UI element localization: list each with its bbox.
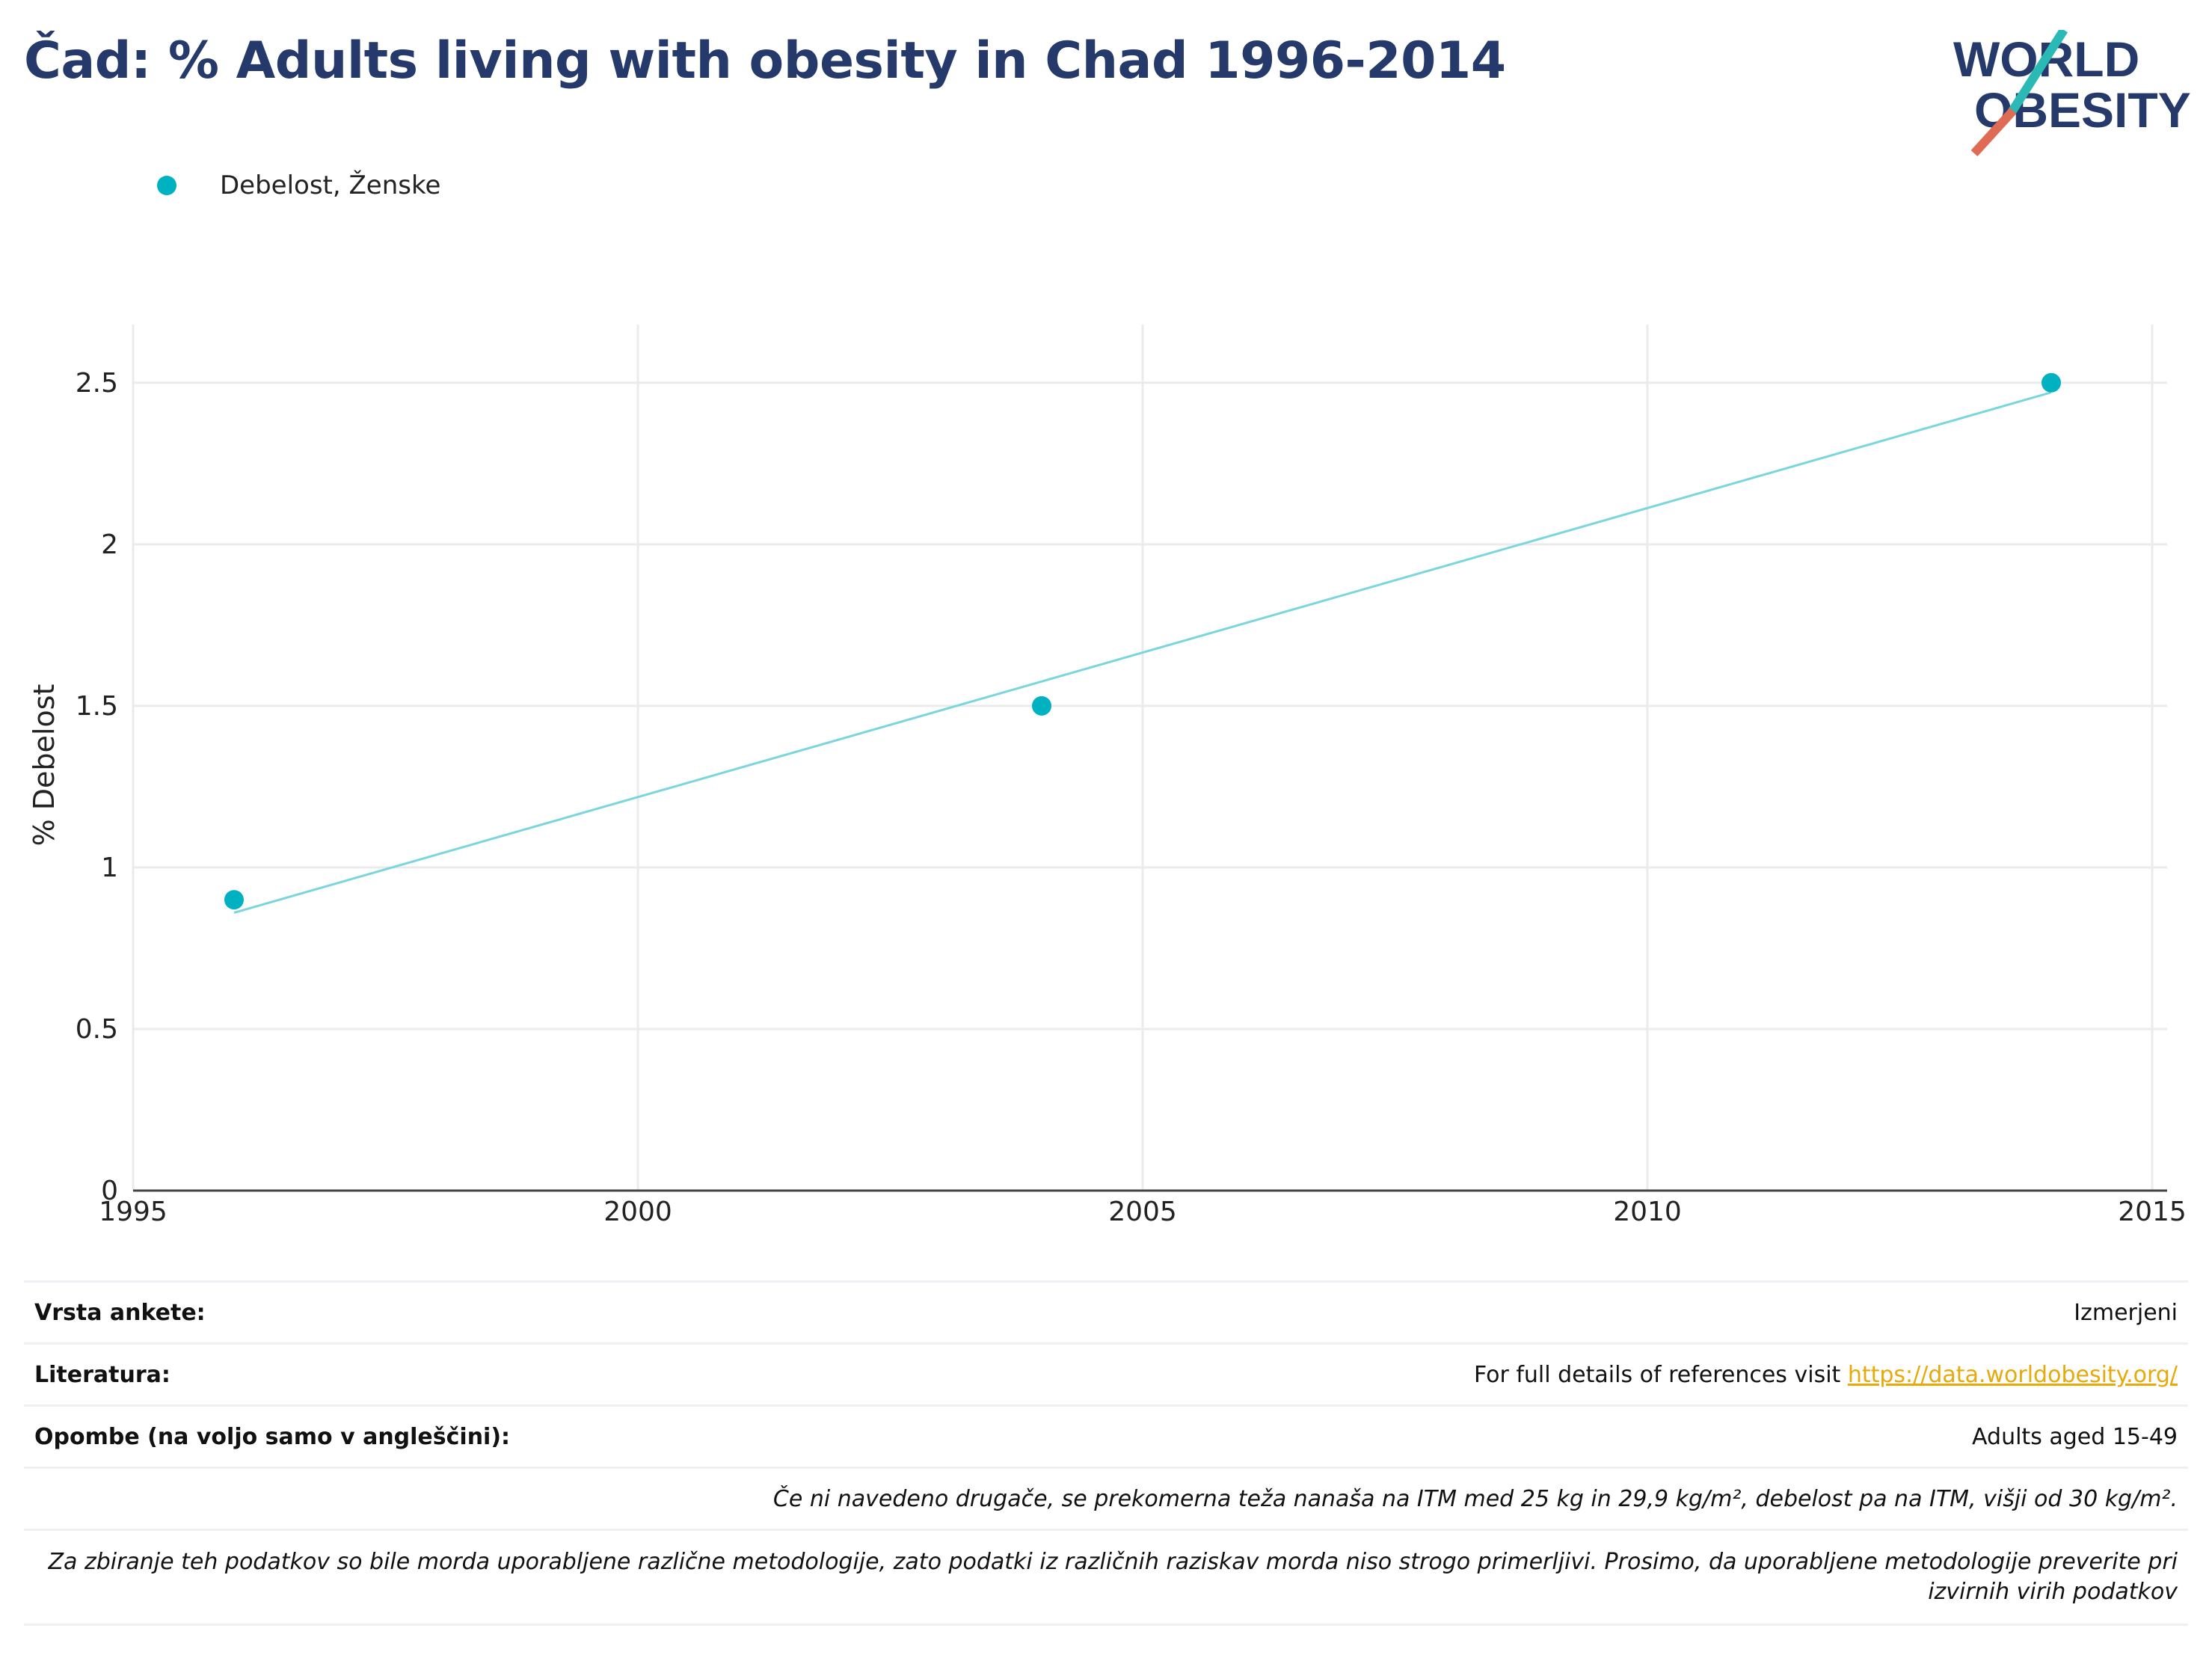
- survey-type-value: Izmerjeni: [2074, 1299, 2178, 1326]
- data-point[interactable]: [224, 890, 244, 910]
- world-obesity-logo: WORLD OBESITY: [1953, 30, 2191, 157]
- references-value: For full details of references visit htt…: [1474, 1362, 2178, 1388]
- notes-label: Opombe (na voljo samo v angleščini):: [34, 1423, 511, 1450]
- chart: 0 0.5 1 1.5 2 2.5 1995 2000 2005 2010 2015 % Debel…: [28, 325, 2187, 1227]
- bmi-note-row: Če ni navedeno drugače, se prekomerna te…: [24, 1467, 2188, 1529]
- y-tick-label: 2: [101, 529, 118, 560]
- references-link[interactable]: https://data.worldobesity.org/: [1847, 1361, 2178, 1388]
- y-axis-label: % Debelost: [28, 684, 61, 847]
- trendline-group: [233, 391, 2052, 914]
- y-tick-label: 0: [101, 1176, 118, 1206]
- notes-row: Opombe (na voljo samo v angleščini): Adu…: [24, 1404, 2188, 1467]
- x-tick-label: 2000: [603, 1197, 672, 1227]
- x-tick-label: 2005: [1108, 1197, 1177, 1227]
- y-tick-label: 1: [101, 853, 118, 883]
- survey-type-label: Vrsta ankete:: [34, 1299, 206, 1326]
- x-tick-label: 1995: [99, 1197, 168, 1227]
- y-tick-label: 2.5: [76, 368, 118, 399]
- logo-slash-top: [2007, 30, 2068, 115]
- data-points: [224, 372, 2061, 910]
- grid: [132, 325, 2167, 1191]
- legend-marker: [157, 176, 176, 195]
- data-point[interactable]: [1032, 696, 1051, 716]
- data-point[interactable]: [2042, 372, 2061, 393]
- x-tick-label: 2015: [2118, 1197, 2187, 1227]
- notes-value: Adults aged 15-49: [1972, 1423, 2178, 1450]
- survey-type-row: Vrsta ankete: Izmerjeni: [24, 1280, 2188, 1342]
- trendline: [233, 391, 2052, 914]
- y-tick-label: 0.5: [76, 1014, 118, 1045]
- x-tick-label: 2010: [1613, 1197, 1682, 1227]
- references-label: Literatura:: [34, 1361, 170, 1388]
- info-table: Vrsta ankete: Izmerjeni Literatura: For …: [24, 1280, 2188, 1626]
- methodology-note-row: Za zbiranje teh podatkov so bile morda u…: [24, 1529, 2188, 1626]
- methodology-note: Za zbiranje teh podatkov so bile morda u…: [48, 1549, 2178, 1605]
- tick-labels: 0 0.5 1 1.5 2 2.5 1995 2000 2005 2010 2015: [76, 368, 2187, 1227]
- bmi-note: Če ni navedeno drugače, se prekomerna te…: [772, 1485, 2178, 1512]
- logo-slash-bottom: [1970, 107, 2017, 157]
- y-tick-label: 1.5: [76, 691, 118, 722]
- legend-label: Debelost, Ženske: [220, 171, 441, 200]
- references-row: Literatura: For full details of referenc…: [24, 1342, 2188, 1404]
- references-text: For full details of references visit: [1473, 1361, 1848, 1388]
- legend[interactable]: Debelost, Ženske: [157, 171, 440, 200]
- page-title: Čad: % Adults living with obesity in Cha…: [24, 31, 1506, 90]
